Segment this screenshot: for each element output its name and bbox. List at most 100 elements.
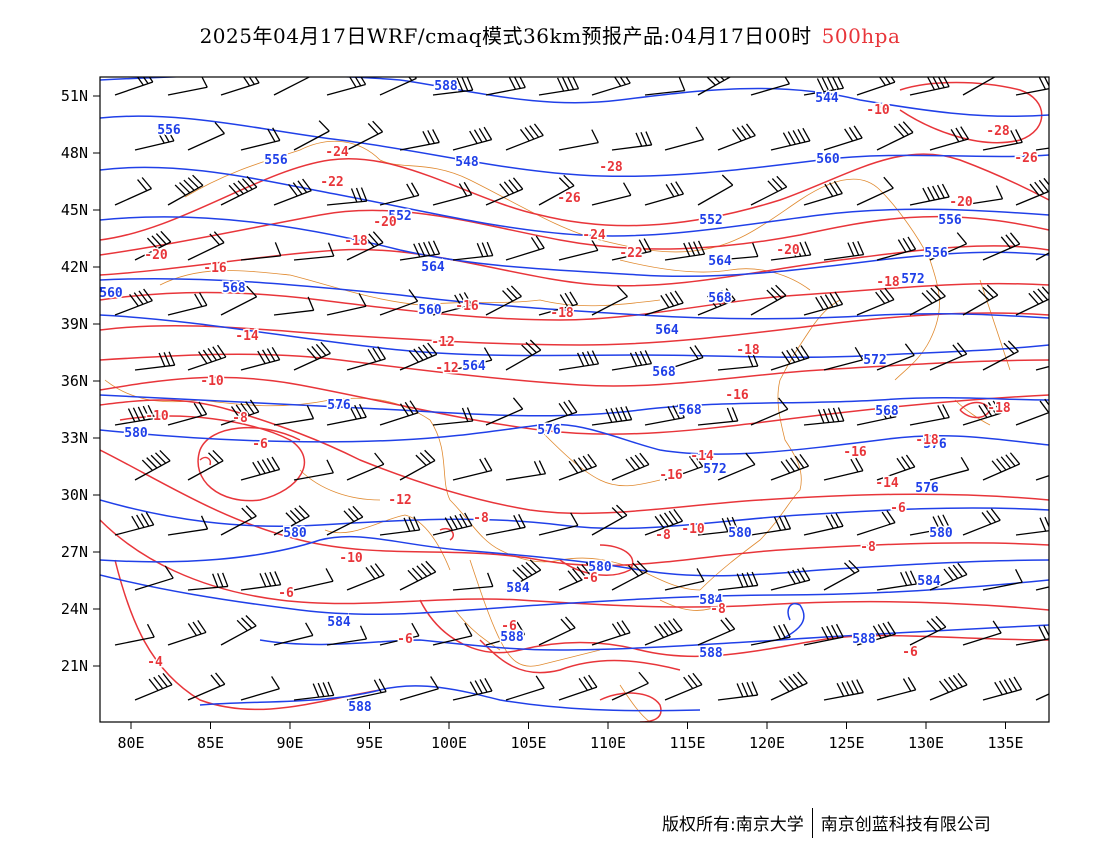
wind-barb bbox=[167, 401, 208, 426]
height-label: 576 bbox=[923, 437, 947, 452]
temperature-label: -18 bbox=[550, 306, 574, 321]
wind-barb bbox=[717, 242, 759, 261]
wind-barb bbox=[505, 235, 545, 261]
x-tick-label: 105E bbox=[510, 734, 546, 752]
wind-barb bbox=[717, 681, 759, 701]
wind-barbs bbox=[114, 77, 1049, 701]
wind-barb bbox=[558, 453, 597, 481]
temperature-label: -8 bbox=[655, 528, 671, 543]
y-tick-label: 51N bbox=[61, 87, 88, 105]
wind-barb bbox=[1035, 359, 1049, 371]
wind-barb bbox=[962, 77, 999, 96]
x-tick-label: 110E bbox=[590, 734, 626, 752]
wind-barb bbox=[399, 240, 441, 261]
wind-barb bbox=[1035, 143, 1049, 151]
wind-barb bbox=[134, 127, 175, 151]
wind-barb bbox=[187, 672, 226, 701]
wind-barb bbox=[962, 284, 999, 316]
temperature-contour bbox=[100, 449, 1049, 567]
wind-barb bbox=[452, 457, 493, 481]
height-contour bbox=[100, 314, 1049, 358]
wind-barb bbox=[697, 288, 736, 316]
wind-barb bbox=[379, 622, 420, 646]
wind-barb bbox=[611, 671, 649, 701]
wind-barb bbox=[432, 292, 473, 316]
wind-barb bbox=[591, 285, 628, 316]
x-tick-label: 130E bbox=[908, 734, 944, 752]
wind-barb bbox=[293, 341, 331, 371]
wind-barb bbox=[1015, 398, 1049, 426]
wind-barb bbox=[240, 127, 281, 151]
height-label: 552 bbox=[388, 209, 411, 224]
height-label: 588 bbox=[852, 632, 876, 647]
height-isolines bbox=[100, 77, 1049, 712]
wind-barb bbox=[644, 618, 683, 646]
wind-barb bbox=[1035, 580, 1049, 591]
wind-barb bbox=[220, 399, 260, 426]
temperature-label: -4 bbox=[147, 655, 163, 670]
temperature-label: -8 bbox=[473, 511, 489, 526]
wind-barb bbox=[717, 571, 759, 591]
wind-barb bbox=[134, 672, 173, 701]
height-label: 580 bbox=[124, 426, 148, 441]
x-tick-label: 125E bbox=[828, 734, 864, 752]
wind-barb bbox=[187, 121, 225, 151]
wind-barb bbox=[187, 449, 224, 481]
wind-barb bbox=[717, 123, 756, 151]
y-tick-label: 33N bbox=[61, 429, 88, 447]
y-tick-label: 48N bbox=[61, 144, 88, 162]
wind-barb bbox=[399, 676, 439, 701]
height-label: 580 bbox=[728, 526, 752, 541]
temperature-label: -20 bbox=[949, 195, 973, 210]
wind-barb bbox=[538, 512, 579, 536]
wind-barb bbox=[558, 674, 598, 701]
wind-barb bbox=[167, 77, 208, 96]
wind-barb bbox=[432, 407, 474, 426]
height-contour bbox=[100, 166, 1049, 237]
temperature-contour bbox=[100, 312, 1049, 346]
wind-barb bbox=[664, 454, 704, 481]
y-tick-label: 42N bbox=[61, 258, 88, 276]
wind-barb bbox=[750, 175, 788, 206]
y-tick-label: 36N bbox=[61, 372, 88, 390]
wind-barb bbox=[114, 404, 156, 426]
wind-barb bbox=[452, 126, 493, 151]
wind-barb bbox=[326, 625, 368, 646]
wind-barb bbox=[611, 560, 648, 591]
x-tick-label: 135E bbox=[987, 734, 1023, 752]
temperature-label: -16 bbox=[203, 261, 227, 276]
wind-barb bbox=[644, 508, 684, 536]
temperature-label: -14 bbox=[235, 329, 259, 344]
wind-barb bbox=[273, 405, 315, 426]
height-label: 556 bbox=[924, 246, 948, 261]
wind-barb bbox=[485, 397, 524, 426]
wind-barb bbox=[803, 407, 845, 426]
wind-barb bbox=[240, 456, 281, 481]
wind-barb bbox=[591, 504, 628, 536]
temperature-label: -16 bbox=[659, 468, 683, 483]
height-contour bbox=[199, 685, 701, 712]
wind-barb bbox=[326, 505, 364, 536]
temperature-label: -16 bbox=[725, 388, 749, 403]
height-label: 576 bbox=[537, 423, 561, 438]
temperature-label: -10 bbox=[339, 551, 363, 566]
temperature-contour bbox=[899, 81, 1043, 144]
temperature-label: -28 bbox=[986, 124, 1010, 139]
temperature-label: -26 bbox=[557, 191, 581, 206]
x-tick-label: 100E bbox=[431, 734, 467, 752]
temperature-label: -6 bbox=[582, 571, 598, 586]
wind-barb bbox=[134, 230, 172, 261]
wind-barb bbox=[697, 516, 739, 536]
wind-barb bbox=[452, 347, 493, 371]
wind-barb bbox=[962, 185, 1004, 206]
wind-barb bbox=[326, 403, 367, 426]
wind-barb bbox=[134, 351, 176, 371]
temperature-label: -18 bbox=[344, 234, 368, 249]
wind-barb bbox=[538, 616, 576, 646]
wind-barb bbox=[770, 454, 810, 481]
temperature-contour bbox=[100, 209, 1049, 256]
height-label: 572 bbox=[703, 462, 726, 477]
wind-barb bbox=[750, 397, 789, 426]
wind-barb bbox=[293, 568, 334, 591]
wind-barb bbox=[909, 404, 950, 426]
